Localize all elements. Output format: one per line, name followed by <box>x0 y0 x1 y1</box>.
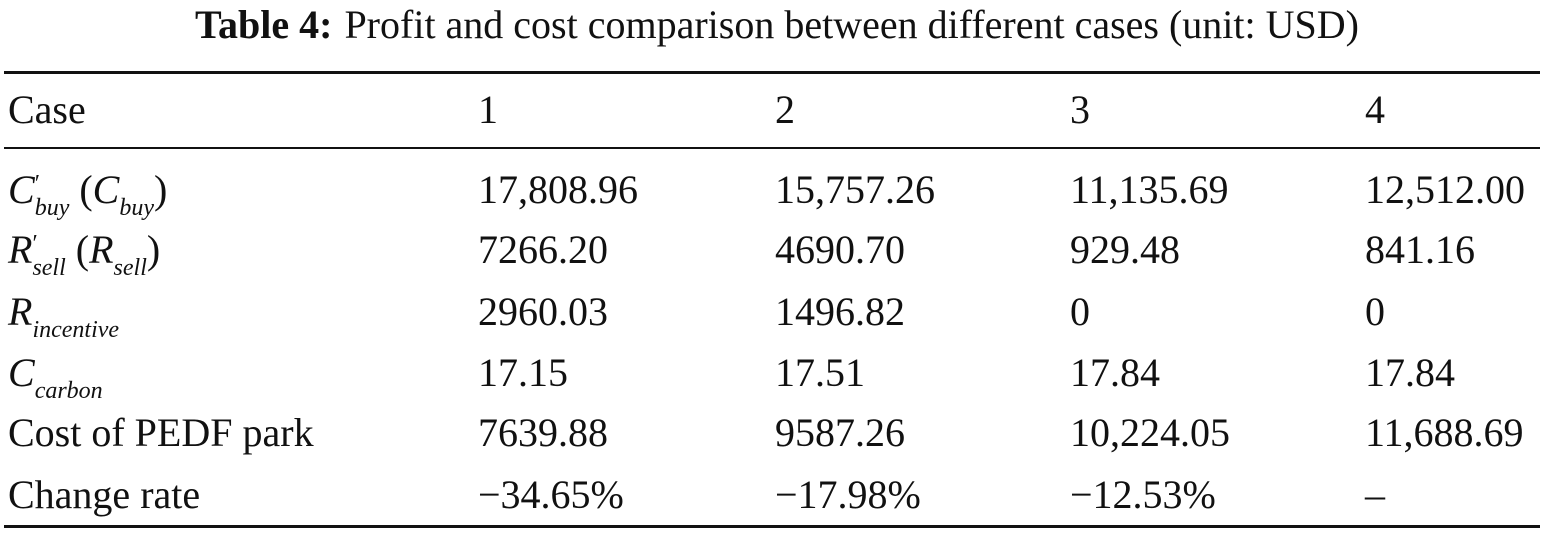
label-base: R <box>8 289 33 334</box>
row-label: Ccarbon <box>8 349 103 403</box>
header-cell: Case <box>8 87 86 132</box>
value-cell: 12,512.00 <box>1365 167 1525 212</box>
header-cell: 3 <box>1070 87 1090 132</box>
value-cell: 7266.20 <box>478 227 608 272</box>
value-cell: 0 <box>1365 289 1385 334</box>
subscript: buy <box>34 195 70 221</box>
table-number: Table 4: <box>194 2 333 47</box>
label-base: Cost of PEDF park <box>8 410 314 455</box>
row-label: C ′ buy (Cbuy) <box>8 166 167 220</box>
value-cell: 17,808.96 <box>478 167 638 212</box>
value-cell: 4690.70 <box>775 227 905 272</box>
value-cell: −17.98% <box>775 472 921 517</box>
subscript: buy <box>119 195 155 221</box>
script: ′ sell <box>32 232 66 281</box>
header-rule <box>4 147 1540 149</box>
top-rule <box>4 71 1540 74</box>
value-cell: 9587.26 <box>775 410 905 455</box>
bottom-rule <box>4 525 1540 528</box>
value-cell: 17.51 <box>775 350 865 395</box>
row-label: R ′ sell (Rsell) <box>8 226 160 280</box>
subscript: sell <box>32 255 66 281</box>
script: sell <box>114 256 147 280</box>
label-base: ( <box>65 227 90 272</box>
value-cell: 17.15 <box>478 350 568 395</box>
superscript: ′ <box>34 171 40 197</box>
value-cell: 0 <box>1070 289 1090 334</box>
value-cell: 17.84 <box>1365 350 1455 395</box>
subscript: sell <box>113 255 147 281</box>
value-cell: 10,224.05 <box>1070 410 1230 455</box>
script: buy <box>119 196 154 220</box>
value-cell: 11,688.69 <box>1365 410 1524 455</box>
header-cell: 4 <box>1365 87 1385 132</box>
value-cell: 929.48 <box>1070 227 1180 272</box>
superscript: ′ <box>32 231 38 257</box>
label-base: ) <box>146 227 161 272</box>
label-base: ) <box>154 167 168 212</box>
value-cell: 15,757.26 <box>775 167 935 212</box>
value-cell: – <box>1365 472 1385 517</box>
title-text: Profit and cost comparison between diffe… <box>344 2 1359 47</box>
label-base: Change rate <box>8 472 201 517</box>
header-cell: 2 <box>775 87 795 132</box>
row-label: Change rate <box>8 471 200 519</box>
label-base: C <box>8 350 35 395</box>
script: ′ buy <box>34 172 70 221</box>
label-base: R <box>8 227 33 272</box>
row-label: Cost of PEDF park <box>8 409 314 457</box>
label-base: R <box>89 227 114 272</box>
value-cell: 1496.82 <box>775 289 905 334</box>
label-base: C <box>92 167 120 212</box>
row-label: Rincentive <box>8 288 119 342</box>
label-base: C <box>8 167 35 212</box>
value-cell: 17.84 <box>1070 350 1160 395</box>
subscript: incentive <box>32 317 120 343</box>
value-cell: 11,135.69 <box>1070 167 1229 212</box>
value-cell: 841.16 <box>1365 227 1475 272</box>
value-cell: −34.65% <box>478 472 624 517</box>
script: carbon <box>35 379 103 403</box>
subscript: carbon <box>34 378 103 404</box>
label-base: ( <box>69 167 93 212</box>
value-cell: 2960.03 <box>478 289 608 334</box>
table-title: Table 4: Profit and cost comparison betwe… <box>0 2 1554 48</box>
value-cell: −12.53% <box>1070 472 1216 517</box>
header-cell: 1 <box>478 87 498 132</box>
value-cell: 7639.88 <box>478 410 608 455</box>
script: incentive <box>32 318 119 342</box>
